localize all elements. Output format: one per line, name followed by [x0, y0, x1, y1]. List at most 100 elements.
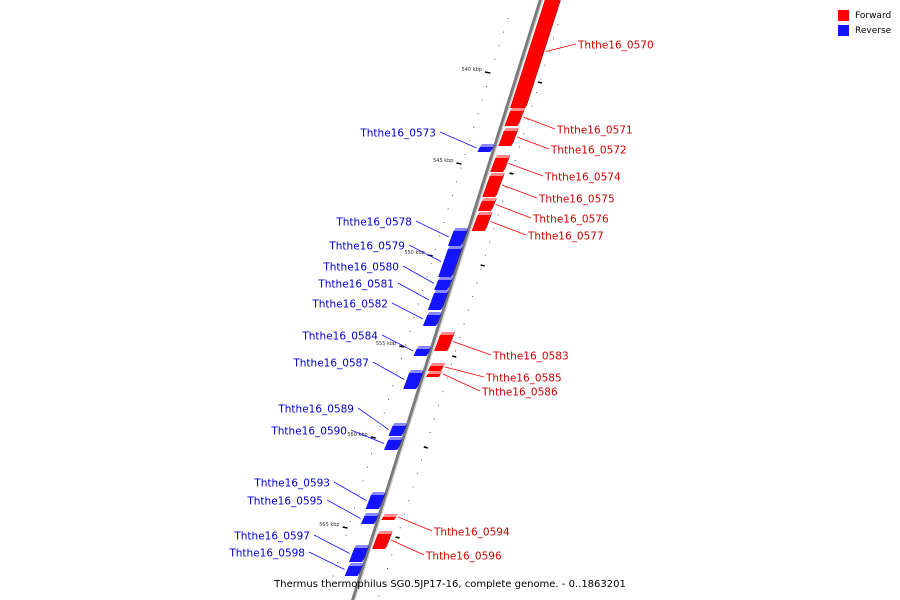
label-leader: [397, 516, 433, 532]
tick-dot: [493, 228, 495, 229]
gene-side: [503, 155, 511, 172]
gene-label[interactable]: Ththe16_0583: [492, 351, 569, 363]
tick-dot: [506, 187, 508, 189]
tick-dot: [382, 581, 384, 583]
tick-dot: [497, 214, 499, 216]
tick-dot: [354, 507, 356, 509]
tick-dot: [391, 554, 393, 556]
gene-label[interactable]: Ththe16_0587: [292, 358, 369, 370]
gene-Ththe16_0583[interactable]: [434, 332, 455, 351]
gene-Ththe16_0595[interactable]: [360, 513, 380, 524]
gene-label[interactable]: Ththe16_0577: [527, 231, 604, 243]
gene-body: [434, 335, 453, 351]
gene-Ththe16_0582[interactable]: [422, 312, 443, 326]
label-leader: [490, 221, 527, 236]
tick-dot: [527, 119, 529, 121]
legend-forward-label: Forward: [855, 10, 892, 21]
gene-Ththe16_0575[interactable]: [482, 173, 505, 197]
gene-label[interactable]: Ththe16_0574: [544, 172, 621, 184]
tick-dot: [544, 64, 546, 66]
gene-bevel: [392, 423, 408, 426]
gene-label[interactable]: Ththe16_0582: [311, 299, 388, 311]
gene-Ththe16_0594[interactable]: [381, 514, 399, 520]
tick-dot: [422, 290, 424, 291]
gene-label[interactable]: Ththe16_0580: [322, 262, 399, 274]
tick-dot: [387, 568, 389, 569]
gene-Ththe16_0576[interactable]: [477, 198, 497, 211]
tick-dot: [396, 371, 398, 373]
gene-Ththe16_0573[interactable]: [477, 144, 495, 152]
gene-Ththe16_0581[interactable]: [427, 290, 450, 310]
label-leader: [308, 551, 345, 570]
gene-Ththe16_0597[interactable]: [349, 545, 370, 562]
label-leader: [333, 481, 367, 501]
gene-label[interactable]: Ththe16_0590: [270, 426, 347, 438]
gene-label[interactable]: Ththe16_0578: [335, 217, 412, 229]
gene-Ththe16_0593[interactable]: [365, 492, 386, 509]
gene-Ththe16_0577[interactable]: [471, 212, 493, 231]
gene-Ththe16_0584[interactable]: [413, 346, 432, 356]
gene-label[interactable]: Ththe16_0579: [328, 241, 405, 253]
gene-Ththe16_0572[interactable]: [498, 128, 519, 146]
tick-dot: [552, 37, 554, 39]
tick-dot: [557, 24, 559, 25]
label-leader: [508, 163, 544, 177]
gene-label[interactable]: Ththe16_0595: [246, 496, 323, 508]
label-leader: [495, 204, 532, 219]
gene-side: [385, 531, 393, 549]
gene-Ththe16_0596[interactable]: [372, 531, 393, 549]
gene-label[interactable]: Ththe16_0584: [301, 331, 378, 343]
legend-reverse[interactable]: Reverse: [838, 23, 891, 38]
tick-dot: [395, 540, 397, 542]
tick-dot: [349, 521, 351, 523]
gene-label[interactable]: Ththe16_0586: [481, 387, 558, 399]
gene-label[interactable]: Ththe16_0576: [532, 214, 609, 226]
gene-Ththe16_0580[interactable]: [434, 277, 454, 290]
gene-Ththe16_0589[interactable]: [388, 423, 408, 436]
gene-bevel: [438, 277, 454, 280]
gene-label[interactable]: Ththe16_0572: [550, 145, 627, 157]
gene-label[interactable]: Ththe16_0585: [485, 373, 562, 385]
gene-label[interactable]: Ththe16_0593: [253, 478, 330, 490]
gene-body: [498, 131, 517, 146]
tick-dot: [426, 276, 428, 278]
tick-dot: [443, 222, 445, 223]
gene-Ththe16_0574[interactable]: [490, 155, 511, 172]
tick-dot: [399, 527, 401, 529]
gene-label[interactable]: Ththe16_0575: [538, 194, 615, 206]
gene-Ththe16_0586[interactable]: [425, 371, 443, 377]
tick-dot: [463, 323, 465, 325]
gene-bevel: [439, 332, 455, 335]
gene-label[interactable]: Ththe16_0596: [425, 551, 502, 563]
gene-Ththe16_0570[interactable]: [510, 0, 562, 108]
gene-Ththe16_0598[interactable]: [344, 563, 364, 576]
gene-Ththe16_0590[interactable]: [384, 437, 404, 450]
gene-label[interactable]: Ththe16_0597: [233, 531, 310, 543]
tick-dot: [481, 99, 483, 101]
tick-label: 555 kbp: [376, 341, 396, 347]
gene-Ththe16_0578[interactable]: [447, 228, 469, 246]
gene-label[interactable]: Ththe16_0598: [228, 548, 305, 560]
tick-dot: [392, 385, 394, 387]
gene-Ththe16_0585[interactable]: [427, 363, 446, 371]
gene-bevel: [430, 363, 446, 366]
gene-label[interactable]: Ththe16_0571: [556, 125, 633, 137]
genome-backbone: [351, 0, 543, 600]
gene-Ththe16_0571[interactable]: [504, 108, 526, 126]
gene-Ththe16_0587[interactable]: [403, 370, 425, 389]
legend-forward[interactable]: Forward: [838, 8, 891, 23]
gene-bevel: [354, 545, 370, 548]
gene-body: [413, 349, 430, 356]
gene-bevel: [503, 128, 519, 131]
tick-dot: [498, 45, 500, 47]
gene-label[interactable]: Ththe16_0594: [433, 527, 510, 539]
major-tick-right: [480, 264, 485, 267]
gene-label[interactable]: Ththe16_0573: [359, 128, 436, 140]
tick-dot: [468, 140, 470, 142]
tick-dot: [425, 445, 427, 447]
gene-label[interactable]: Ththe16_0570: [577, 40, 654, 52]
gene-label[interactable]: Ththe16_0581: [317, 279, 394, 291]
gene-Ththe16_0579[interactable]: [438, 246, 463, 277]
gene-label[interactable]: Ththe16_0589: [277, 404, 354, 416]
